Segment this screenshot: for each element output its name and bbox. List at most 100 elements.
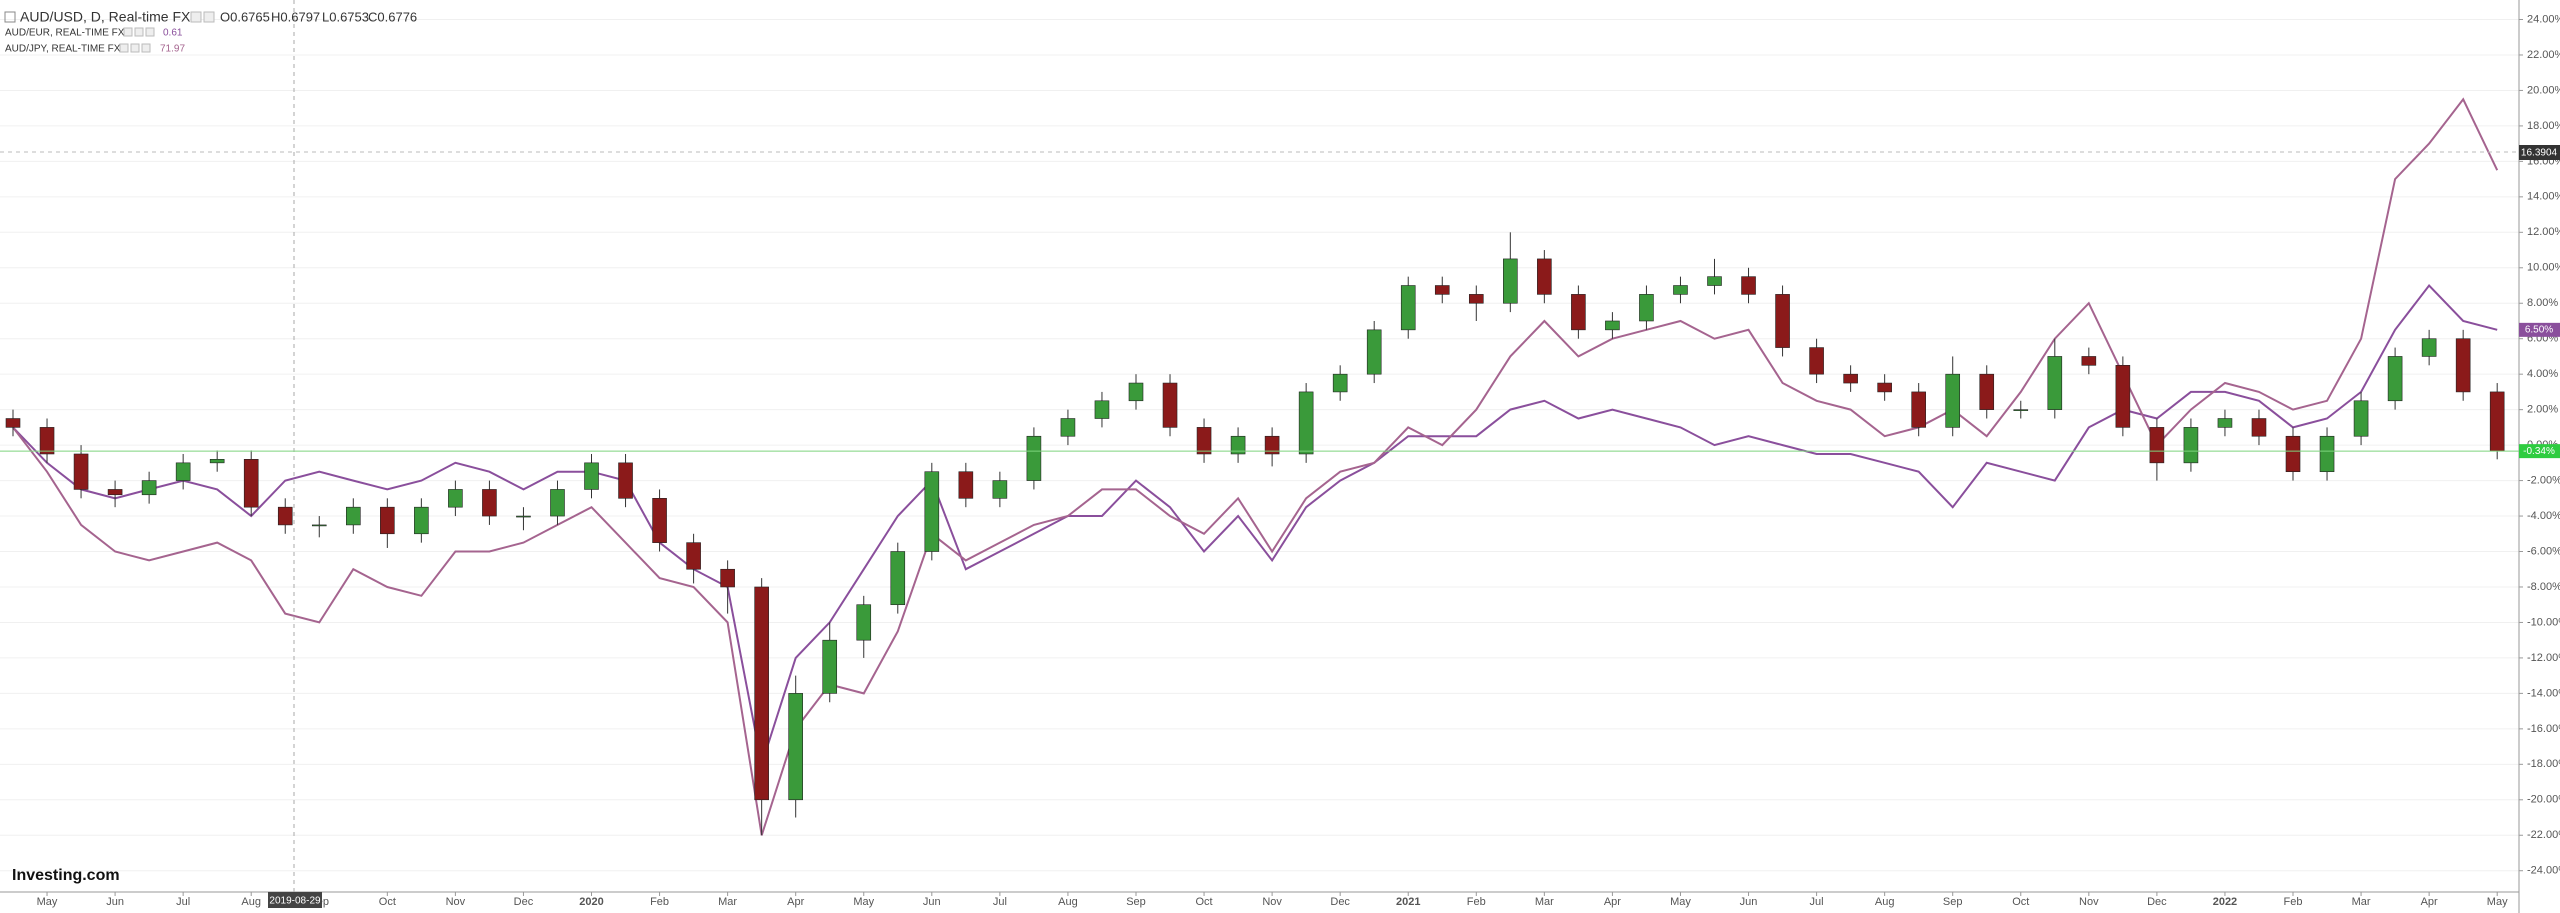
candle-body <box>1468 294 1484 304</box>
x-tick-label: Aug <box>1875 896 1895 908</box>
x-tick-label: Feb <box>1467 896 1486 908</box>
candle-body <box>2183 427 2199 464</box>
x-tick-label: Jul <box>993 896 1007 908</box>
y-tick-label: -18.00% <box>2527 758 2560 770</box>
x-tick-label: Jun <box>1740 896 1758 908</box>
candle-body <box>1979 373 1995 410</box>
y-tick-label: -12.00% <box>2527 652 2560 664</box>
x-tick-label: Apr <box>1604 896 1621 908</box>
ohlc-low: L0.6753 <box>322 9 369 24</box>
candle-body <box>1605 320 1620 331</box>
candle-body <box>754 586 769 801</box>
candles <box>5 232 2505 836</box>
series-icon[interactable] <box>141 43 151 53</box>
candle-body <box>1332 373 1348 393</box>
series-icon[interactable] <box>123 27 133 37</box>
x-tick-label: Jul <box>176 896 190 908</box>
candle-body <box>1026 435 1042 481</box>
candle-body <box>1094 400 1110 419</box>
crosshair-x-box <box>268 892 322 908</box>
candle-body <box>1673 285 1688 295</box>
y-tick-label: -4.00% <box>2527 510 2560 522</box>
comparison-lines <box>12 97 2499 836</box>
x-tick-label: May <box>37 896 58 908</box>
series-name: AUD/JPY, REAL-TIME FX <box>5 44 121 55</box>
close-icon[interactable] <box>203 11 215 23</box>
x-tick-label: Feb <box>650 896 669 908</box>
candle-body <box>1298 391 1314 455</box>
candle-body <box>2319 435 2335 473</box>
candle-body <box>2047 356 2063 410</box>
x-tick-label: Mar <box>718 896 737 908</box>
x-tick-label: Apr <box>787 896 804 908</box>
candle-body <box>448 489 463 508</box>
candle-body <box>1877 382 1892 393</box>
y-tick-label: -22.00% <box>2527 829 2560 841</box>
candle-body <box>1434 285 1450 295</box>
crosshair-y-label: 16.3904 <box>2521 148 2558 159</box>
x-tick-label: Sep <box>1126 896 1146 908</box>
series-icon[interactable] <box>130 43 140 53</box>
candle-body <box>1707 276 1722 286</box>
candle-body <box>652 498 667 543</box>
axis: 24.00%22.00%20.00%18.00%16.00%14.00%12.0… <box>37 13 2560 907</box>
y-tick-label: 22.00% <box>2527 49 2560 61</box>
candle-body <box>1571 294 1586 331</box>
series-last-label: 6.50% <box>2525 324 2553 335</box>
legend: AUD/USD, D, Real-time FX O0.6765 H0.6797… <box>4 9 417 55</box>
x-tick-label: 2021 <box>1396 896 1420 908</box>
candle-body <box>107 489 123 496</box>
y-tick-label: 12.00% <box>2527 226 2560 238</box>
settings-icon[interactable] <box>190 11 202 23</box>
y-tick-label: 20.00% <box>2527 84 2560 96</box>
series-line <box>12 97 2499 836</box>
x-tick-label: Nov <box>1262 896 1282 908</box>
candle-body <box>2421 338 2437 357</box>
candle-body <box>856 604 872 641</box>
candle-body <box>482 489 497 517</box>
last-price-box <box>2519 444 2560 459</box>
candle-body <box>2455 338 2471 393</box>
series-icon[interactable] <box>119 43 129 53</box>
x-tick-label: Feb <box>2284 896 2303 908</box>
candle-body <box>890 551 906 606</box>
candle-body <box>2285 435 2301 473</box>
candle-body <box>1911 391 1926 428</box>
x-tick-label: Nov <box>2079 896 2099 908</box>
x-tick-label: Dec <box>1330 896 1350 908</box>
y-tick-label: -16.00% <box>2527 723 2560 735</box>
candle-body <box>1366 329 1382 375</box>
x-tick-label: Apr <box>2421 896 2438 908</box>
series-icon[interactable] <box>134 27 144 37</box>
x-tick-label: Jun <box>923 896 941 908</box>
candle-body <box>1128 382 1144 402</box>
y-tick-label: -24.00% <box>2527 865 2560 877</box>
x-tick-label: Mar <box>1535 896 1554 908</box>
candle-body <box>2251 418 2267 437</box>
x-tick-label: Dec <box>514 896 534 908</box>
candle-body <box>1230 435 1246 455</box>
candle-body <box>39 427 55 455</box>
x-tick-label: 2020 <box>579 896 603 908</box>
grid <box>0 19 2519 872</box>
candle-body <box>584 462 599 490</box>
y-tick-label: 8.00% <box>2527 297 2558 309</box>
x-tick-label: Sep <box>1943 896 1963 908</box>
y-tick-label: 14.00% <box>2527 191 2560 203</box>
last-price-label: -0.34% <box>2523 446 2555 457</box>
candle-body <box>2149 427 2165 464</box>
logo[interactable]: Investing.com <box>12 867 120 884</box>
y-tick-label: 2.00% <box>2527 404 2558 416</box>
candle-body <box>1843 373 1858 384</box>
x-tick-label: Oct <box>1195 896 1212 908</box>
candle-body <box>1162 382 1178 428</box>
series-line <box>12 283 2498 765</box>
candle-body <box>311 524 327 527</box>
x-tick-label: Aug <box>1058 896 1078 908</box>
y-tick-label: 18.00% <box>2527 120 2560 132</box>
x-tick-label: Aug <box>241 896 261 908</box>
collapse-icon[interactable] <box>4 11 16 23</box>
series-icon[interactable] <box>145 27 155 37</box>
